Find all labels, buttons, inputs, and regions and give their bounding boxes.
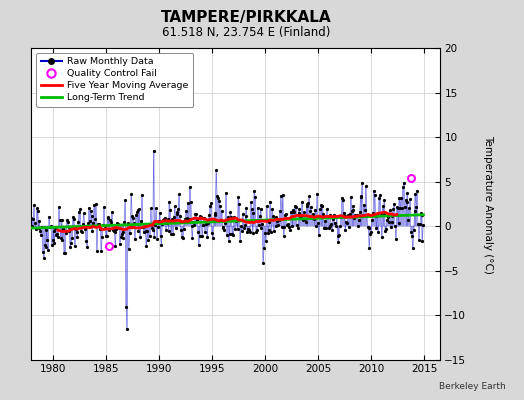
Text: 61.518 N, 23.754 E (Finland): 61.518 N, 23.754 E (Finland) [162,26,331,39]
Text: Berkeley Earth: Berkeley Earth [439,382,506,391]
Legend: Raw Monthly Data, Quality Control Fail, Five Year Moving Average, Long-Term Tren: Raw Monthly Data, Quality Control Fail, … [36,53,193,107]
Y-axis label: Temperature Anomaly (°C): Temperature Anomaly (°C) [483,134,493,274]
Text: TAMPERE/PIRKKALA: TAMPERE/PIRKKALA [161,10,332,25]
